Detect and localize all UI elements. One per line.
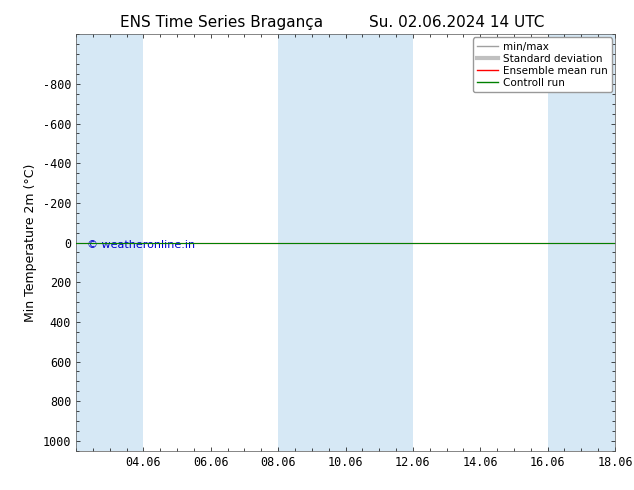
Text: ENS Time Series Bragança: ENS Time Series Bragança bbox=[120, 15, 323, 30]
Bar bbox=[548, 34, 634, 451]
Legend: min/max, Standard deviation, Ensemble mean run, Controll run: min/max, Standard deviation, Ensemble me… bbox=[473, 37, 612, 92]
Text: © weatheronline.in: © weatheronline.in bbox=[87, 241, 195, 250]
Bar bbox=[76, 34, 143, 451]
Bar bbox=[278, 34, 413, 451]
Y-axis label: Min Temperature 2m (°C): Min Temperature 2m (°C) bbox=[24, 163, 37, 322]
Text: Su. 02.06.2024 14 UTC: Su. 02.06.2024 14 UTC bbox=[369, 15, 544, 30]
